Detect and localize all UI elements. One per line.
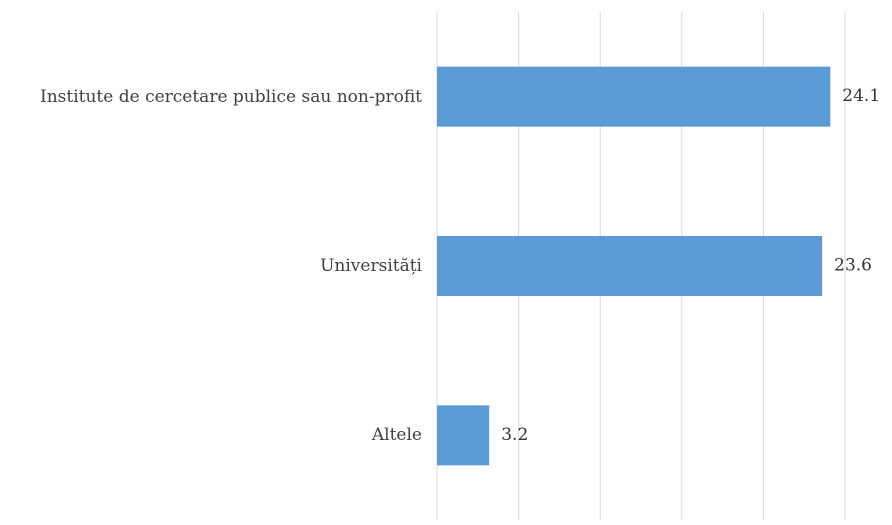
value-label: 3.2 [501, 425, 528, 445]
bar [437, 405, 490, 466]
category-label: Universități [320, 256, 422, 276]
value-label: 24.1 [842, 86, 880, 106]
category-label: Institute de cercetare publice sau non-p… [39, 86, 422, 107]
value-label: 23.6 [834, 256, 872, 276]
category-label: Altele [371, 425, 422, 446]
bar [437, 66, 831, 127]
bar [437, 236, 823, 296]
